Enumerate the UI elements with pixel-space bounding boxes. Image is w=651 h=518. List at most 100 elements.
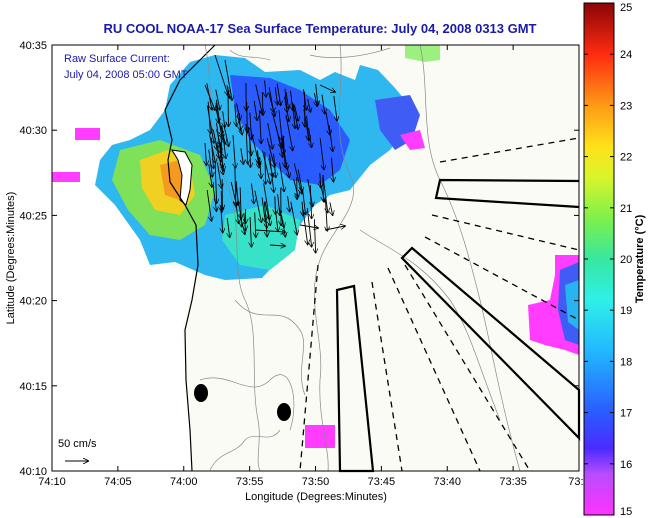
current-vector bbox=[276, 83, 281, 105]
current-vector bbox=[274, 153, 276, 177]
x-tick-label: 73:50 bbox=[302, 476, 330, 488]
current-vector bbox=[322, 94, 325, 114]
x-tick-label: 73:40 bbox=[433, 476, 461, 488]
current-vector bbox=[215, 164, 216, 203]
station-dot bbox=[277, 403, 291, 421]
current-vector bbox=[241, 148, 244, 164]
y-tick-label: 40:20 bbox=[19, 296, 47, 308]
current-vector bbox=[206, 190, 211, 221]
sst-patch-magenta-mid bbox=[75, 128, 100, 140]
current-vector bbox=[267, 123, 273, 148]
colorbar-tick-label: 24 bbox=[620, 49, 632, 61]
current-vector bbox=[322, 174, 328, 213]
y-axis-label: Latitude (Degrees:Minutes) bbox=[5, 192, 17, 325]
station-dot bbox=[194, 384, 208, 402]
current-vector bbox=[260, 111, 262, 143]
current-vector bbox=[247, 126, 251, 155]
current-vector bbox=[288, 196, 290, 211]
current-vector bbox=[205, 143, 206, 165]
colorbar-tick-label: 20 bbox=[620, 254, 632, 266]
current-vector bbox=[236, 181, 238, 205]
current-vector bbox=[310, 185, 311, 218]
current-vector bbox=[221, 125, 226, 159]
current-vector bbox=[323, 176, 324, 202]
y-axis-ticks: 40:35 40:30 40:25 40:20 40:15 40:10 bbox=[19, 40, 579, 478]
current-vector bbox=[216, 149, 223, 174]
colorbar-tick-label: 16 bbox=[620, 459, 632, 471]
map-title: RU COOL NOAA-17 Sea Surface Temperature:… bbox=[103, 21, 537, 36]
coastline bbox=[164, 44, 216, 472]
current-vector bbox=[208, 149, 213, 177]
current-vector bbox=[299, 224, 318, 228]
colorbar bbox=[583, 2, 615, 516]
current-vector bbox=[265, 152, 266, 183]
x-tick-label: 73:35 bbox=[499, 476, 527, 488]
scale-label: 50 cm/s bbox=[58, 438, 97, 450]
current-vector bbox=[255, 84, 263, 114]
current-vector bbox=[223, 111, 225, 127]
current-vector bbox=[333, 95, 337, 120]
current-vector bbox=[269, 154, 274, 192]
current-vector bbox=[236, 103, 241, 120]
colorbar-tick-label: 22 bbox=[620, 152, 632, 164]
current-vector bbox=[221, 191, 222, 212]
current-vector bbox=[250, 112, 252, 139]
current-vector bbox=[214, 54, 228, 95]
colorbar-tick-label: 23 bbox=[620, 100, 632, 112]
sst-patch-green-corner bbox=[405, 45, 440, 62]
current-vector bbox=[303, 109, 309, 139]
current-vector bbox=[255, 212, 256, 237]
current-vector bbox=[275, 87, 277, 104]
colorbar-tick-label: 18 bbox=[620, 356, 632, 368]
current-vector bbox=[308, 99, 311, 112]
current-vector bbox=[247, 102, 248, 132]
x-axis-label: Longitude (Degrees:Minutes) bbox=[245, 491, 387, 503]
current-vector bbox=[216, 129, 221, 145]
current-vector bbox=[319, 84, 335, 92]
current-vector bbox=[215, 89, 220, 110]
dashed-lanes bbox=[299, 137, 580, 472]
current-vector bbox=[215, 99, 221, 136]
current-vector bbox=[254, 190, 262, 222]
x-tick-label: 74:00 bbox=[170, 476, 198, 488]
current-vector bbox=[235, 104, 237, 126]
colorbar-tick-label: 25 bbox=[620, 2, 632, 14]
current-vector bbox=[233, 135, 235, 168]
current-vector bbox=[274, 206, 278, 231]
y-tick-label: 40:25 bbox=[19, 210, 47, 222]
current-vector bbox=[206, 105, 213, 143]
current-vector bbox=[306, 208, 311, 247]
current-vector bbox=[314, 93, 317, 106]
current-vector bbox=[221, 205, 223, 233]
current-vector bbox=[279, 162, 284, 192]
current-vector bbox=[324, 226, 345, 231]
current-vector bbox=[283, 96, 289, 121]
current-vector bbox=[204, 84, 215, 110]
current-vector bbox=[266, 218, 267, 237]
colorbar-tick-label: 15 bbox=[620, 506, 632, 518]
current-vector bbox=[263, 183, 270, 219]
current-vector bbox=[254, 230, 285, 232]
current-vector bbox=[262, 150, 271, 184]
current-vector bbox=[224, 59, 232, 100]
colorbar-tick-label: 21 bbox=[620, 203, 632, 215]
current-vector bbox=[293, 163, 301, 193]
current-vector bbox=[251, 183, 254, 204]
colorbar-ticks: 25 24 23 22 21 20 19 18 17 16 15 bbox=[584, 2, 632, 518]
current-vector bbox=[330, 202, 333, 215]
current-vector bbox=[257, 150, 259, 167]
current-vector bbox=[261, 197, 265, 221]
current-vector bbox=[319, 138, 324, 169]
current-vector bbox=[331, 157, 333, 182]
current-vector bbox=[264, 201, 270, 225]
current-vector bbox=[269, 245, 285, 246]
current-vector bbox=[297, 169, 302, 191]
x-axis-ticks: 74:10 74:05 74:00 73:55 73:50 73:45 73:40 73:35… bbox=[38, 45, 590, 488]
land-area bbox=[52, 45, 215, 471]
sst-patch-magenta-west bbox=[52, 172, 80, 182]
current-vector bbox=[291, 102, 295, 128]
current-vector bbox=[325, 200, 327, 230]
current-vectors bbox=[204, 54, 345, 253]
lane-north bbox=[434, 178, 580, 209]
current-vector bbox=[227, 217, 230, 237]
